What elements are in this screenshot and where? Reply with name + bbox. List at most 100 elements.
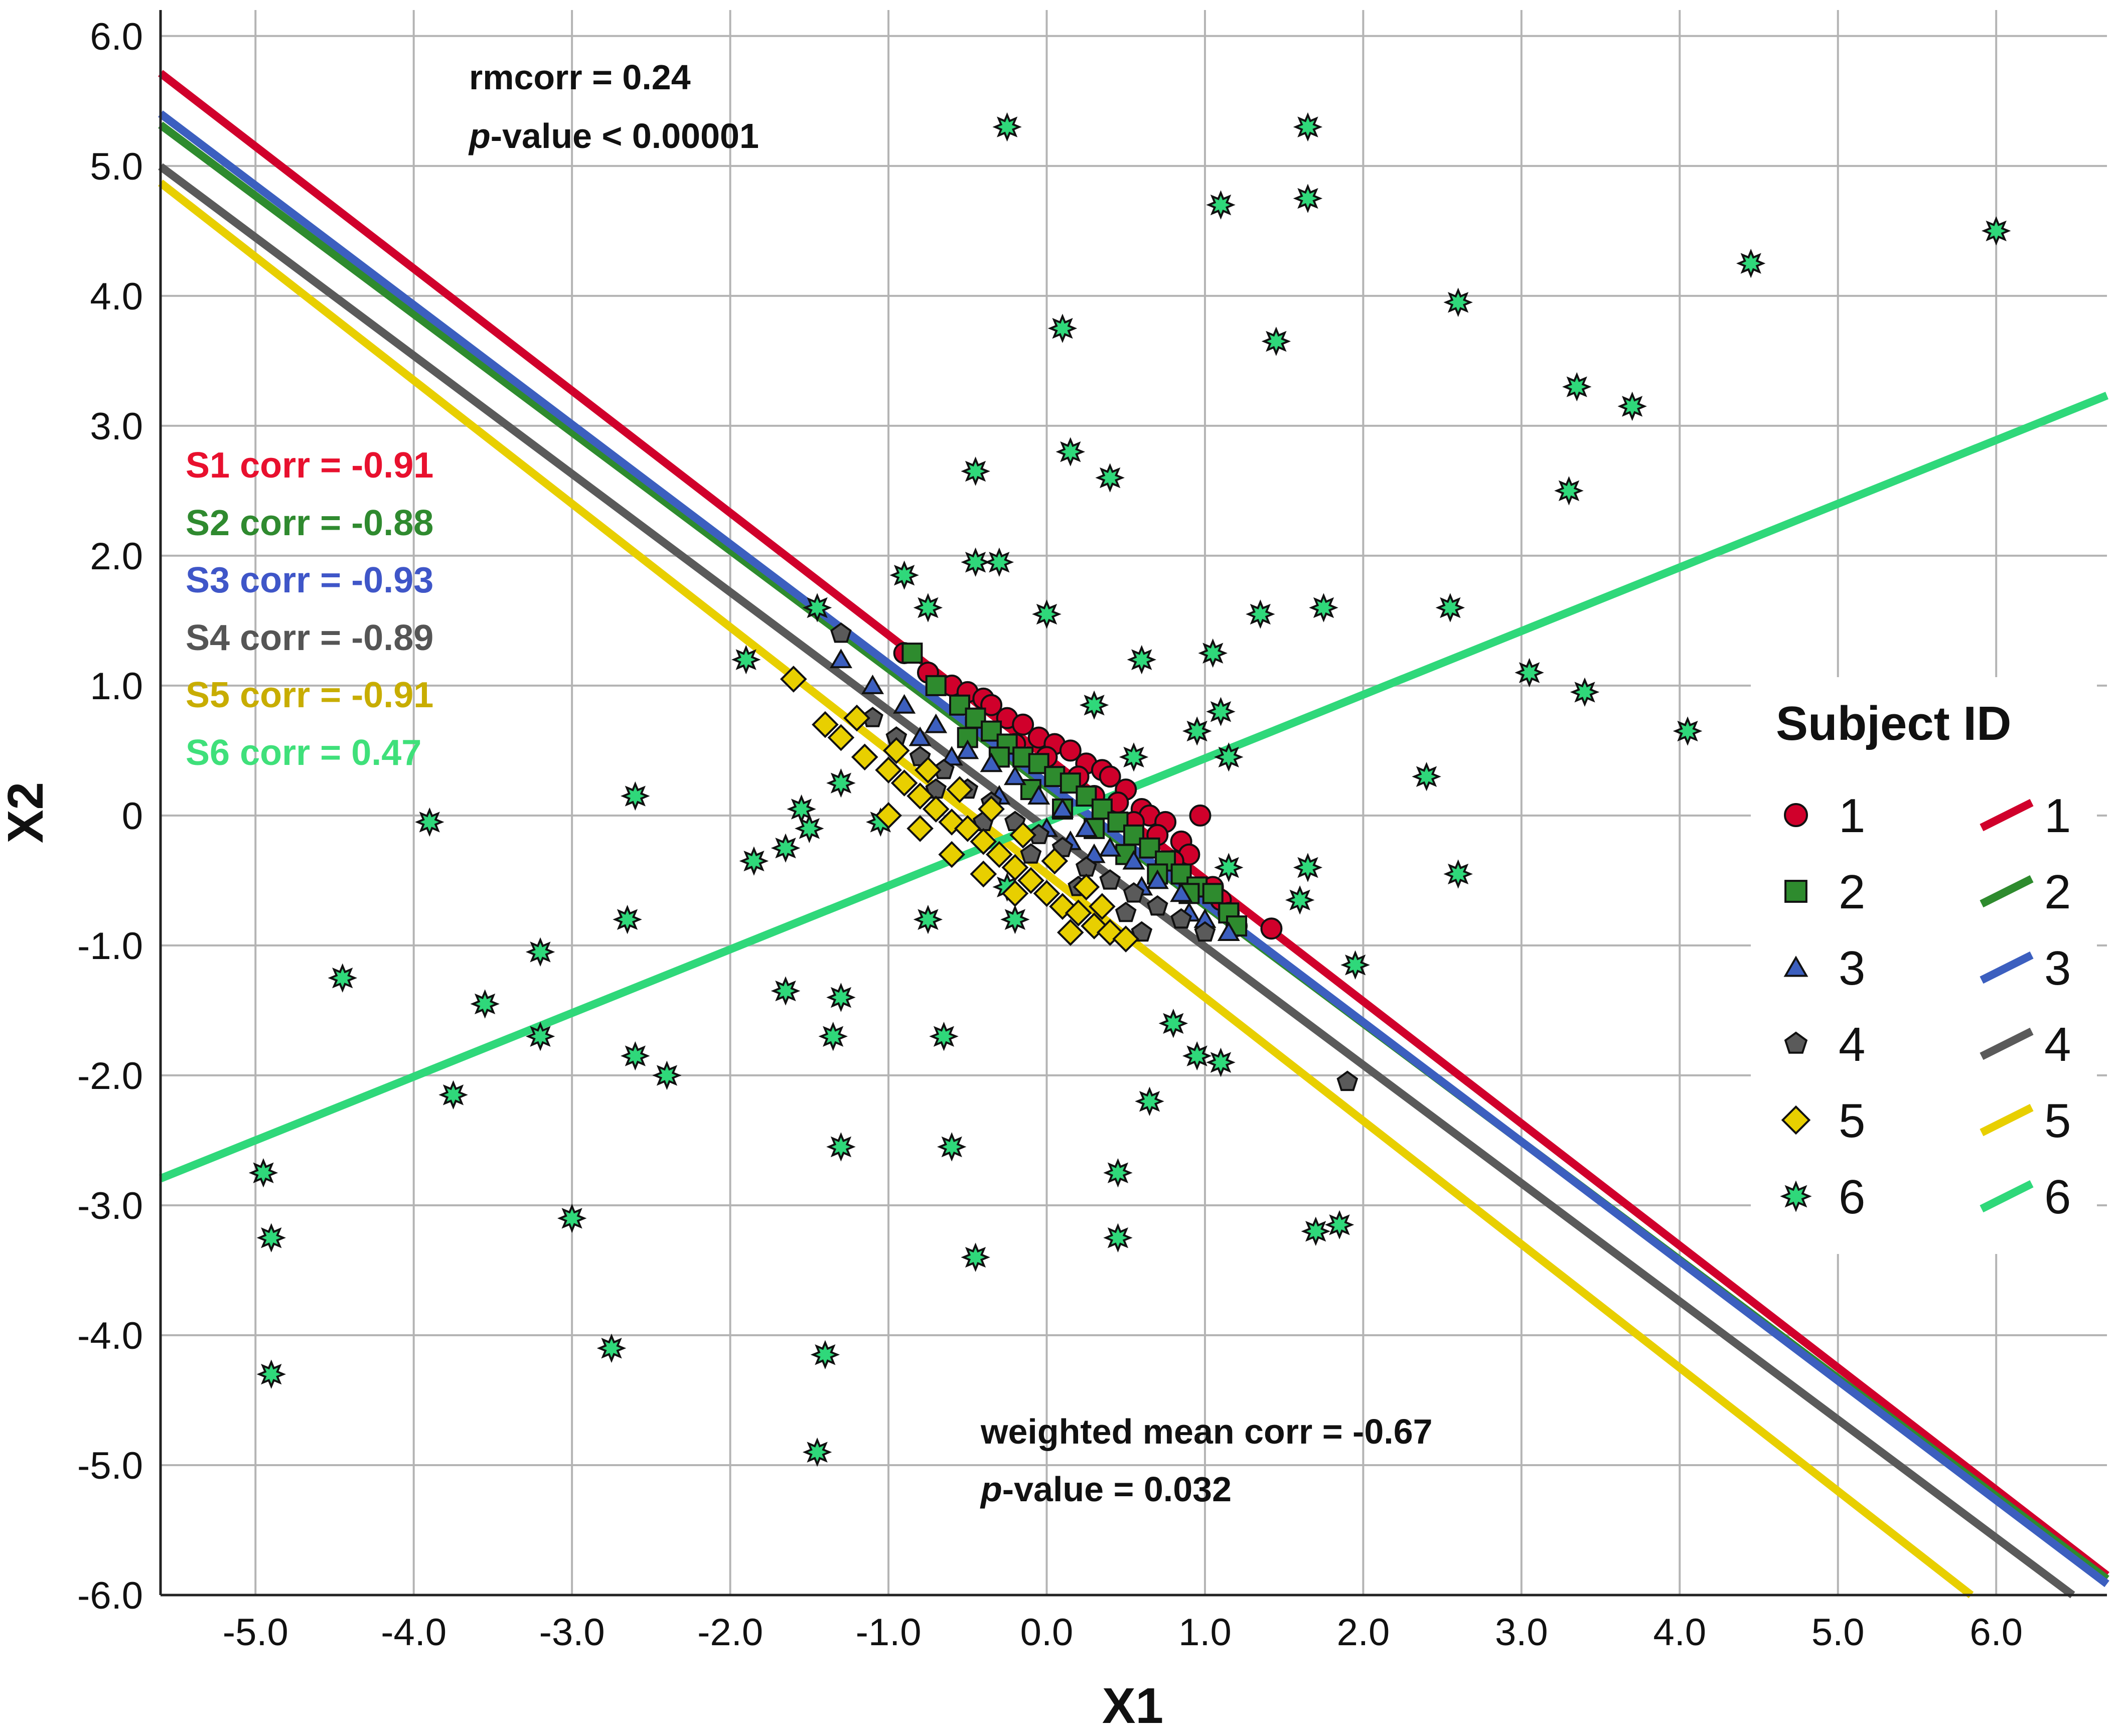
point-subject-6 [1435, 593, 1465, 622]
y-tick-label: -1.0 [77, 925, 143, 968]
point-subject-6 [1206, 190, 1236, 220]
point-subject-6 [1000, 904, 1030, 934]
legend-line-2 [1980, 875, 2034, 908]
point-subject-6 [826, 768, 856, 798]
tick-labels: -5.0 -4.0 -3.0 -2.0 -1.0 0.0 1.0 2.0 3.0 4.0 5.0 6.… [77, 16, 2023, 1654]
legend-line-label-4: 4 [2044, 1018, 2071, 1071]
point-subject-5 [938, 841, 966, 868]
x-tick-label: 2.0 [1337, 1611, 1390, 1654]
fit-line-subject-5 [158, 180, 1974, 1599]
point-subject-3 [1075, 817, 1098, 837]
point-subject-4 [1131, 921, 1153, 942]
point-subject-5 [1001, 880, 1029, 907]
point-subject-4 [830, 622, 852, 643]
point-subject-6 [1095, 463, 1125, 493]
point-subject-6 [1135, 1086, 1164, 1116]
s3-corr-label: S3 corr = -0.93 [186, 560, 433, 600]
point-subject-6 [613, 904, 642, 934]
point-subject-6 [1032, 599, 1062, 629]
point-subject-6 [557, 1203, 587, 1233]
x-tick-label: 4.0 [1653, 1611, 1706, 1654]
point-subject-5 [906, 782, 934, 810]
y-tick-label: -2.0 [77, 1055, 143, 1097]
x-tick-label: 5.0 [1811, 1611, 1865, 1654]
legend-line-label-3: 3 [2044, 941, 2071, 995]
point-subject-6 [929, 1021, 959, 1051]
point-subject-5 [1009, 821, 1037, 849]
point-subject-6 [1554, 476, 1584, 506]
point-subject-6 [1443, 287, 1473, 318]
point-subject-6 [1293, 853, 1323, 882]
y-tick-label: 6.0 [90, 16, 143, 58]
point-subject-6 [415, 807, 444, 837]
point-subject-5 [915, 756, 942, 784]
legend-marker-3 [1783, 956, 1808, 977]
point-subject-5 [906, 815, 934, 842]
point-subject-6 [1285, 885, 1315, 915]
point-subject-6 [913, 593, 943, 622]
point-subject-6 [1158, 1009, 1188, 1038]
point-subject-6 [1055, 437, 1086, 466]
weighted-mean-text: weighted mean corr = -0.67 [980, 1412, 1433, 1451]
x-tick-label: 0.0 [1020, 1611, 1074, 1654]
rmcorr-annotation: rmcorr = 0.24 p-value < 0.00001 [468, 58, 759, 155]
point-subject-6 [889, 560, 919, 590]
point-subject-6 [961, 547, 990, 577]
point-subject-5 [946, 776, 973, 803]
weighted-p-italic: p [980, 1470, 1002, 1509]
point-subject-6 [525, 937, 555, 967]
legend-line-5 [1980, 1103, 2034, 1137]
point-subject-4 [1194, 921, 1216, 942]
x-tick-label: -4.0 [381, 1611, 446, 1654]
point-subject-5 [780, 666, 807, 693]
point-subject-2 [901, 643, 923, 664]
point-subject-6 [596, 1333, 627, 1363]
point-subject-5 [875, 756, 902, 784]
point-subject-6 [1261, 327, 1291, 356]
subject-correlations: S1 corr = -0.91 S2 corr = -0.88 S3 corr … [186, 445, 433, 773]
legend-marker-6 [1780, 1180, 1812, 1212]
y-tick-label: 1.0 [90, 665, 143, 708]
point-subject-5 [978, 796, 1005, 823]
point-subject-5 [1056, 919, 1084, 946]
point-subject-6 [795, 814, 824, 844]
point-subject-6 [1515, 658, 1544, 688]
point-subject-6 [1293, 184, 1323, 213]
point-subject-3 [1099, 837, 1122, 857]
point-subject-5 [1017, 867, 1044, 894]
point-subject-5 [986, 841, 1013, 868]
point-subject-6 [248, 1158, 278, 1188]
point-subject-6 [1293, 112, 1323, 142]
point-subject-6 [1736, 248, 1766, 278]
s1-corr-label: S1 corr = -0.91 [186, 445, 433, 486]
point-subject-6 [739, 846, 769, 876]
point-subject-3 [925, 713, 948, 733]
point-subject-1 [1260, 917, 1283, 940]
point-subject-6 [1340, 950, 1370, 980]
point-subject-5 [1041, 847, 1069, 875]
legend-marker-label-5: 5 [1839, 1094, 1865, 1148]
point-subject-3 [1003, 765, 1026, 785]
point-subject-6 [652, 1060, 682, 1090]
point-subject-5 [1089, 893, 1116, 920]
legend-marker-4 [1784, 1031, 1808, 1054]
point-subject-6 [256, 1359, 286, 1389]
point-subject-6 [256, 1223, 286, 1252]
point-subject-1 [1059, 739, 1082, 762]
point-subject-5 [843, 704, 870, 732]
point-subject-6 [1412, 762, 1441, 792]
axes [159, 10, 2107, 1597]
legend-marker-label-1: 1 [1839, 789, 1865, 843]
point-subject-6 [1309, 593, 1338, 622]
x-tick-label: -3.0 [539, 1611, 605, 1654]
point-subject-5 [851, 743, 878, 771]
legend-line-label-2: 2 [2044, 865, 2071, 919]
point-subject-1 [1189, 804, 1212, 827]
weighted-p-value: p-value = 0.032 [980, 1470, 1232, 1509]
point-subject-3 [956, 739, 979, 759]
point-subject-5 [1001, 854, 1029, 881]
point-subject-6 [621, 1041, 650, 1071]
x-tick-label: -5.0 [223, 1611, 288, 1654]
x-axis-title: X1 [1102, 1678, 1163, 1734]
point-subject-5 [890, 769, 918, 797]
